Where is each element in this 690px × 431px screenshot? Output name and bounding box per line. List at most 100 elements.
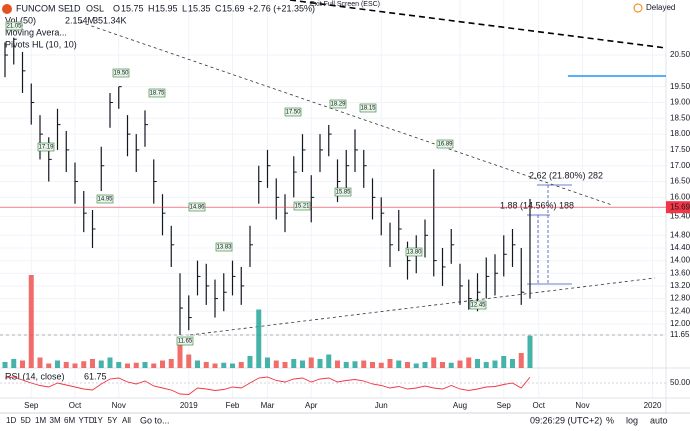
volume-bar	[326, 354, 332, 368]
volume-bar	[448, 362, 454, 368]
volume-bar	[37, 357, 43, 368]
ma-legend: Moving Avera...	[5, 27, 67, 37]
volume-bar	[81, 361, 87, 368]
delayed-icon	[633, 3, 643, 13]
y-tick-label: 19.50	[670, 82, 690, 91]
pivot-label: 13.83	[215, 242, 233, 252]
pivot-label: 17.19	[37, 142, 55, 152]
pivot-label: 18.15	[359, 103, 377, 113]
delayed-label: Delayed	[646, 3, 675, 12]
pivot-label: 19.50	[112, 68, 130, 78]
exit-fullscreen[interactable]: Exit Full Screen (ESC)	[310, 1, 380, 8]
pivot-text: 19.50	[113, 71, 129, 77]
pivot-label: 16.89	[436, 139, 454, 149]
volume-bar	[431, 357, 437, 368]
rsi-tick-label: 50.00	[670, 378, 690, 387]
x-tick-label: Oct	[69, 401, 82, 410]
range-button[interactable]: 1D	[6, 416, 16, 425]
volume-bar	[483, 362, 489, 368]
pivot-box	[334, 187, 352, 197]
range-button[interactable]: 5D	[21, 416, 31, 425]
pivot-box	[215, 242, 233, 252]
ohlc-value: 15.95	[155, 3, 178, 13]
exchange: OSL	[86, 3, 104, 13]
volume-value: 2.154M	[65, 15, 95, 25]
x-tick-label: Nov	[575, 401, 589, 410]
pivot-text: 18.29	[330, 102, 346, 108]
measure-label: 1.88 (14.56%) 188	[500, 200, 574, 210]
volume-bar	[405, 362, 410, 368]
pivot-label: 18.75	[148, 88, 166, 98]
y-tick-label: 13.60	[670, 268, 690, 277]
range-button[interactable]: 6M	[64, 416, 75, 425]
volume-bar	[28, 275, 34, 368]
y-tick-label: 18.00	[670, 129, 690, 138]
pivot-box	[284, 107, 302, 117]
trend-line	[79, 21, 613, 206]
pivot-text: 18.75	[149, 91, 165, 97]
volume-bar	[55, 360, 60, 368]
ohlc-key: L	[182, 3, 187, 13]
scale-button[interactable]: %	[606, 415, 614, 425]
y-tick-label: 18.50	[670, 113, 690, 122]
rsi-legend: RSI (14, close)	[5, 371, 65, 381]
x-tick-label: Jun	[375, 401, 388, 410]
volume-bar	[168, 359, 174, 368]
volume-bar	[273, 360, 279, 368]
volume-bar	[256, 309, 262, 368]
volume-bar	[352, 361, 358, 368]
pivot-box	[96, 194, 114, 204]
y-tick-label: 14.00	[670, 256, 690, 265]
pivot-text: 15.85	[335, 190, 351, 196]
volume-bar	[177, 338, 183, 368]
trend-line	[189, 277, 656, 336]
range-button[interactable]: YTD	[79, 416, 95, 425]
y-tick-label: 13.20	[670, 281, 690, 290]
pivot-label: 14.86	[188, 202, 206, 212]
range-button[interactable]: 1Y	[93, 416, 103, 425]
measure-label: 2.62 (21.80%) 282	[529, 170, 603, 180]
pivot-box	[293, 201, 311, 211]
x-tick-label: Apr	[305, 401, 318, 410]
volume-bar	[510, 359, 515, 368]
pivot-box	[148, 88, 166, 98]
x-tick-label: Sep	[497, 401, 512, 410]
volume-bar	[387, 359, 393, 368]
symbol-name: FUNCOM SE	[16, 3, 70, 13]
range-button[interactable]: 3M	[50, 416, 61, 425]
pivot-label: 15.85	[334, 187, 352, 197]
range-button[interactable]: 5Y	[108, 416, 118, 425]
volume-bar	[335, 360, 340, 368]
pivot-label: 17.50	[284, 107, 302, 117]
y-tick-label: 19.00	[670, 98, 690, 107]
volume-bar	[291, 359, 297, 368]
volume-bar	[527, 335, 533, 368]
y-tick-label: 16.50	[670, 177, 690, 186]
measure-tool	[527, 184, 572, 285]
y-tick-label: 15.40	[670, 211, 690, 220]
pivot-text: 16.89	[437, 142, 453, 148]
volume-bar	[361, 360, 367, 368]
volume-bar	[282, 362, 288, 368]
volume-bar	[518, 353, 524, 368]
volume-bar	[247, 356, 253, 368]
pivot-text: 13.80	[406, 250, 422, 256]
scale-button[interactable]: log	[626, 415, 638, 425]
clock: 09:26:29 (UTC+2)	[530, 415, 602, 425]
volume-bar	[63, 362, 69, 368]
x-tick-label: 2020	[644, 401, 662, 410]
volume-bar	[475, 359, 480, 368]
y-tick-label: 16.00	[670, 192, 690, 201]
volume-bar	[46, 363, 52, 368]
pivot-text: 13.83	[216, 245, 232, 251]
pivot-label: 18.29	[329, 99, 347, 109]
volume-bar	[116, 362, 122, 368]
pivot-box	[37, 142, 55, 152]
range-button[interactable]: 1M	[35, 416, 46, 425]
goto[interactable]: Go to...	[140, 415, 170, 425]
pivot-text: 17.50	[285, 110, 301, 116]
range-button[interactable]: All	[122, 416, 131, 425]
scale-button[interactable]: auto	[650, 415, 668, 425]
y-tick-label: 17.00	[670, 161, 690, 170]
